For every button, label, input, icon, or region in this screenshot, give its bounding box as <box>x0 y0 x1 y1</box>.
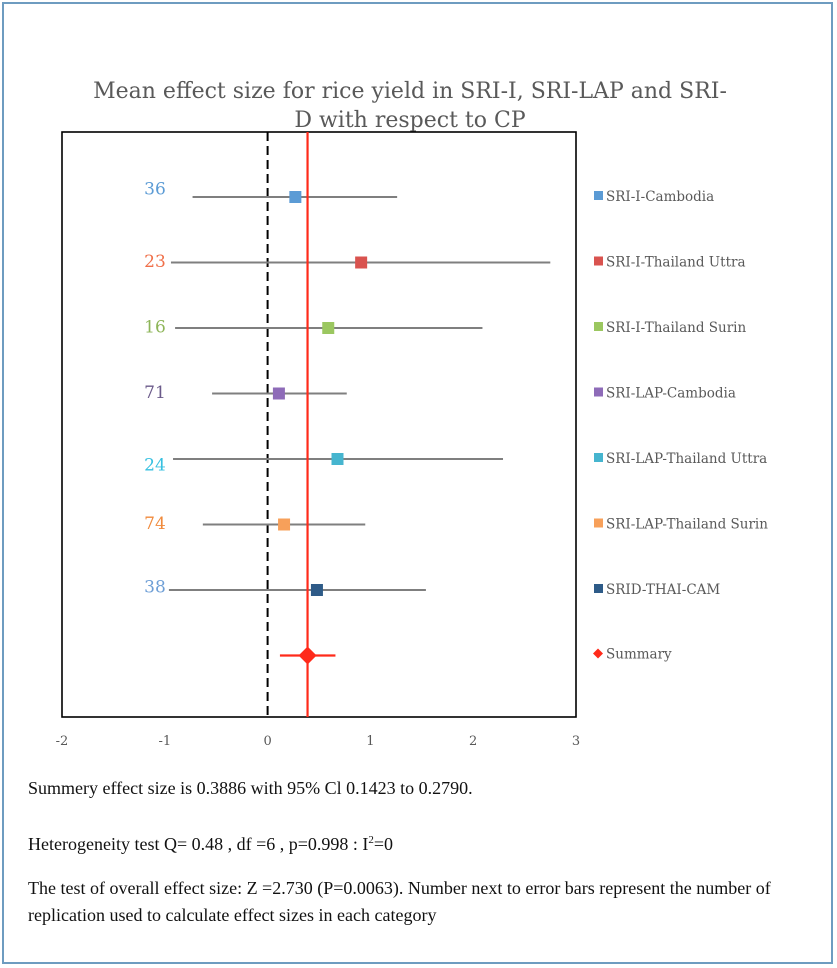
legend-swatch <box>594 518 603 528</box>
legend-swatch <box>594 584 603 593</box>
effect-marker <box>331 453 344 465</box>
heterogeneity-sup: 2 <box>368 834 374 846</box>
effect-marker <box>355 256 368 269</box>
summary-effect-caption: Summery effect size is 0.3886 with 95% C… <box>28 778 473 798</box>
effect-marker <box>278 518 291 531</box>
chart-title-line-1: Mean effect size for rice yield in SRI-I… <box>93 79 727 104</box>
legend-swatch <box>594 387 603 397</box>
overall-test-caption: The test of overall effect size: Z =2.73… <box>28 878 771 925</box>
heterogeneity-suffix: =0 <box>373 834 394 854</box>
legend-swatch <box>594 322 603 331</box>
effect-marker <box>272 387 285 400</box>
summary-diamond-marker <box>298 646 317 665</box>
replication-count-label: 24 <box>144 456 166 476</box>
plot-area <box>61 131 577 718</box>
legend-swatch <box>594 191 603 200</box>
legend-label: SRI-LAP-Cambodia <box>606 386 736 402</box>
replication-count-label: 23 <box>144 252 166 272</box>
x-tick-label: 0 <box>263 734 271 749</box>
legend-label: Summary <box>606 647 672 663</box>
replication-count-label: 16 <box>144 318 166 338</box>
effect-marker <box>289 191 302 203</box>
heterogeneity-text: Heterogeneity test Q= 0.48 , df =6 , p=0… <box>28 834 369 854</box>
x-tick-label: 3 <box>572 734 580 749</box>
legend-label: SRI-LAP-Thailand Uttra <box>606 451 767 467</box>
effect-marker <box>310 584 323 596</box>
x-tick-label: -2 <box>56 734 69 749</box>
effect-marker <box>322 322 335 334</box>
legend-swatch <box>594 453 603 462</box>
x-tick-label: -1 <box>158 734 171 749</box>
legend-label: SRI-I-Cambodia <box>606 189 714 205</box>
legend-summary-diamond <box>593 648 603 659</box>
legend-label: SRI-I-Thailand Surin <box>606 320 746 336</box>
legend-swatch <box>594 256 603 266</box>
x-tick-label: 2 <box>469 734 477 749</box>
heterogeneity-caption: Heterogeneity test Q= 0.48 , df =6 , p=0… <box>28 827 808 858</box>
legend-label: SRI-I-Thailand Uttra <box>606 255 746 271</box>
legend-label: SRID-THAI-CAM <box>606 582 720 598</box>
replication-count-label: 71 <box>144 383 166 403</box>
replication-count-label: 36 <box>144 180 166 200</box>
replication-count-label: 38 <box>144 578 166 598</box>
replication-count-label: 74 <box>144 514 166 534</box>
chart-title-line-2: D with respect to CP <box>294 108 525 133</box>
legend-label: SRI-LAP-Thailand Surin <box>606 517 768 533</box>
x-tick-label: 1 <box>366 734 374 749</box>
